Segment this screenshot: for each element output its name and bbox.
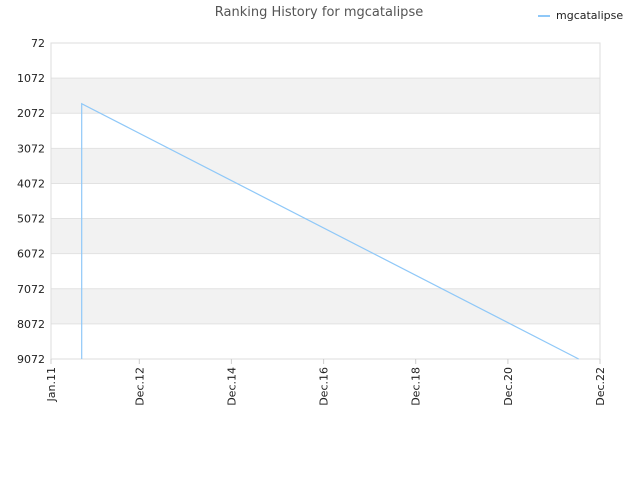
plot-band bbox=[51, 288, 600, 324]
legend: mgcatalipse bbox=[538, 9, 623, 22]
y-tick-label: 72 bbox=[31, 37, 45, 50]
series-layer bbox=[81, 102, 579, 360]
y-tick-label: 5072 bbox=[17, 213, 45, 226]
y-tick-label: 2072 bbox=[17, 107, 45, 120]
y-tick-label: 6072 bbox=[17, 248, 45, 261]
plot-area bbox=[50, 42, 601, 360]
y-tick-label: 8072 bbox=[17, 318, 45, 331]
plot-band bbox=[51, 78, 600, 114]
y-tick-label: 4072 bbox=[17, 177, 45, 190]
plot-band bbox=[51, 183, 600, 219]
x-tick-label: Dec.12 bbox=[133, 367, 146, 406]
x-tick-label: Dec.20 bbox=[502, 367, 515, 406]
x-axis: Jan.11 Dec.12 Dec.14 Dec.16 Dec.18 Dec.20 Dec.… bbox=[45, 359, 607, 406]
plot-band bbox=[51, 113, 600, 149]
plot-band bbox=[51, 253, 600, 289]
plot-band bbox=[51, 218, 600, 254]
legend-label: mgcatalipse bbox=[556, 9, 623, 22]
y-tick-label: 3072 bbox=[17, 142, 45, 155]
x-tick-label: Dec.14 bbox=[225, 367, 238, 406]
x-tick-label: Jan.11 bbox=[45, 367, 58, 402]
plot-band bbox=[51, 148, 600, 184]
x-tick-label: Dec.18 bbox=[410, 367, 423, 406]
y-axis: 72 1072 2072 3072 4072 5072 6072 7072 8072 9072 bbox=[17, 37, 45, 366]
x-tick-label: Dec.16 bbox=[318, 367, 331, 406]
plot-bands bbox=[51, 43, 600, 359]
y-tick-label: 7072 bbox=[17, 283, 45, 296]
series-line bbox=[81, 102, 579, 360]
plot-band bbox=[51, 43, 600, 79]
y-tick-label: 9072 bbox=[17, 353, 45, 366]
chart-title: Ranking History for mgcatalipse bbox=[215, 5, 423, 20]
plot-band bbox=[51, 323, 600, 359]
y-tick-label: 1072 bbox=[17, 72, 45, 85]
x-tick-label: Dec.22 bbox=[594, 367, 607, 406]
